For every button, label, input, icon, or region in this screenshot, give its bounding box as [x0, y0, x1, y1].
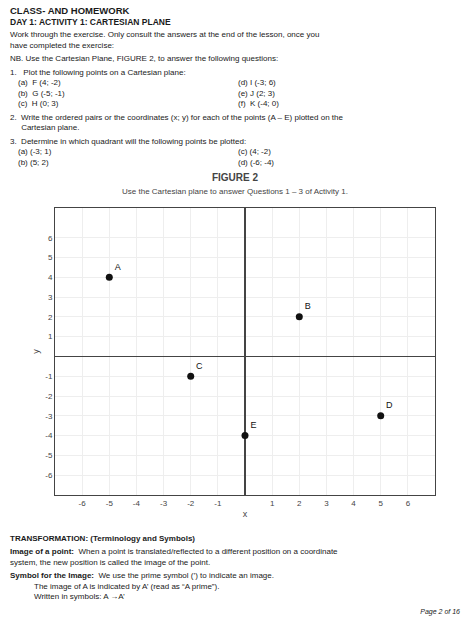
html-text:Image of a point: When a point: Image of a point: When a point is transl… — [10, 547, 338, 556]
svg-text:-6: -6 — [45, 471, 53, 480]
svg-text:-3: -3 — [160, 499, 168, 508]
html-text:Symbol for the Image: We use t: Symbol for the Image: We use the prime s… — [10, 571, 274, 580]
svg-text:1: 1 — [48, 332, 53, 341]
svg-text:FIGURE 2Use the Cartesian plan: FIGURE 2Use the Cartesian plane to answe… — [122, 172, 348, 196]
svg-text:3: 3 — [324, 499, 329, 508]
svg-text:5: 5 — [378, 499, 383, 508]
html-text:Written in symbols: A →A’: Written in symbols: A →A’ — [34, 592, 125, 601]
svg-text:C: C — [196, 361, 203, 371]
svg-text:-5: -5 — [45, 451, 53, 460]
svg-text:-4: -4 — [45, 431, 53, 440]
html-text:CLASS- AND HOMEWORK: CLASS- AND HOMEWORK — [10, 5, 130, 16]
html-text:(c) (4; -2): (c) (4; -2) — [238, 147, 271, 156]
svg-text:5: 5 — [48, 253, 53, 262]
html-text:The image of A is indicated by: The image of A is indicated by A’ (read … — [34, 581, 220, 591]
html-text:1. Plot the following points o: 1. Plot the following points on a Cartes… — [10, 67, 186, 77]
html-text:3. Determine in which quadrant: 3. Determine in which quadrant will the … — [10, 136, 247, 146]
svg-text:D: D — [386, 400, 393, 410]
html-text:(a) F (4; -2): (a) F (4; -2) — [18, 78, 61, 87]
svg-text:6: 6 — [48, 233, 53, 242]
html-text:NB. Use the Cartesian Plane, F: NB. Use the Cartesian Plane, FIGURE 2, t… — [10, 54, 279, 63]
html-text:2. Write the ordered pairs or: 2. Write the ordered pairs or the coordi… — [10, 112, 343, 132]
svg-text:y: y — [31, 349, 41, 354]
svg-text:-2: -2 — [187, 499, 195, 508]
html-text:(f) K (-4; 0): (f) K (-4; 0) — [238, 99, 279, 108]
svg-text:-3: -3 — [45, 412, 53, 421]
svg-text:3: 3 — [48, 293, 53, 302]
html-text:TRANSFORMATION: (Terminology a: TRANSFORMATION: (Terminology and Symbols… — [10, 533, 195, 543]
svg-text:-1: -1 — [45, 372, 53, 381]
svg-text:2: 2 — [48, 313, 53, 322]
svg-text:-4: -4 — [133, 499, 141, 508]
html-text:Page 2 of 16: Page 2 of 16 — [420, 607, 460, 615]
html-text:(d) I (-3; 6): (d) I (-3; 6) — [238, 78, 276, 87]
svg-text:E: E — [250, 420, 256, 430]
html-text:(b) (5; 2): (b) (5; 2) — [18, 157, 49, 167]
html-text:(c) H (0; 3): (c) H (0; 3) — [18, 99, 59, 108]
svg-text:B: B — [305, 301, 311, 311]
html-text:system, the new position is ca: system, the new position is called the i… — [10, 557, 211, 567]
svg-text:1: 1 — [270, 499, 275, 508]
svg-text:-1: -1 — [214, 499, 222, 508]
svg-text:-5: -5 — [106, 499, 114, 508]
html-text:(b) G (-5; -1): (b) G (-5; -1) — [18, 88, 65, 98]
svg-text:-2: -2 — [45, 392, 53, 401]
svg-text:6: 6 — [406, 499, 411, 508]
svg-text:A: A — [115, 262, 121, 272]
svg-text:-6: -6 — [79, 499, 87, 508]
svg-text:x: x — [243, 509, 248, 519]
html-text:(d) (-6; -4): (d) (-6; -4) — [238, 157, 274, 167]
svg-text:2: 2 — [297, 499, 302, 508]
svg-text:4: 4 — [48, 273, 53, 282]
html-text:(a) (-3; 1): (a) (-3; 1) — [18, 147, 52, 156]
html-text:(e) J (2; 3): (e) J (2; 3) — [238, 88, 275, 98]
html-text:DAY 1: ACTIVITY 1: CARTESIAN P: DAY 1: ACTIVITY 1: CARTESIAN PLANE — [10, 17, 171, 27]
svg-text:4: 4 — [351, 499, 356, 508]
html-text:Work through the exercise. Onl: Work through the exercise. Only consult … — [10, 30, 320, 50]
